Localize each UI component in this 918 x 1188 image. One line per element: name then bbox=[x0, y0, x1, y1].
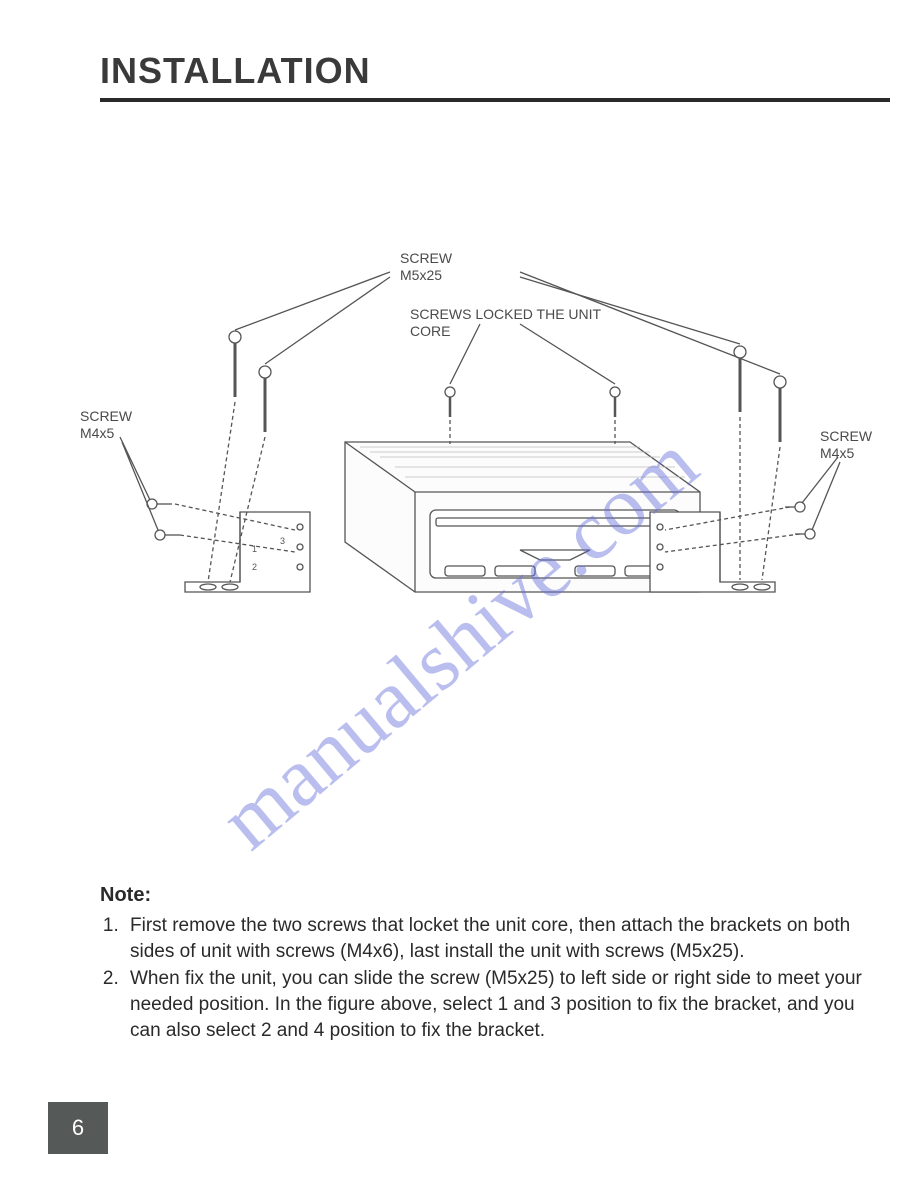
label-screw-m5x25: SCREW M5x25 bbox=[400, 250, 452, 284]
notes-section: Note: First remove the two screws that l… bbox=[100, 882, 870, 1043]
note-item: When fix the unit, you can slide the scr… bbox=[124, 966, 870, 1043]
page-number: 6 bbox=[72, 1115, 84, 1141]
label-line: SCREW bbox=[400, 250, 452, 266]
label-screw-m4x5-right: SCREW M4x5 bbox=[820, 428, 872, 462]
notes-list: First remove the two screws that locket … bbox=[100, 913, 870, 1043]
label-line: M4x5 bbox=[80, 425, 114, 441]
label-line: SCREW bbox=[820, 428, 872, 444]
installation-diagram: 2 1 3 bbox=[100, 252, 860, 682]
svg-text:2: 2 bbox=[252, 562, 257, 572]
label-line: SCREW bbox=[80, 408, 132, 424]
page-title: INSTALLATION bbox=[100, 50, 858, 92]
label-line: CORE bbox=[410, 323, 450, 339]
page-number-tab: 6 bbox=[48, 1102, 108, 1154]
note-item: First remove the two screws that locket … bbox=[124, 913, 870, 964]
page-container: INSTALLATION bbox=[0, 0, 918, 1188]
header-rule bbox=[100, 98, 890, 102]
notes-heading: Note: bbox=[100, 882, 870, 909]
svg-text:3: 3 bbox=[280, 536, 285, 546]
label-screw-m4x5-left: SCREW M4x5 bbox=[80, 408, 132, 442]
label-line: M4x5 bbox=[820, 445, 854, 461]
label-line: M5x25 bbox=[400, 267, 442, 283]
label-screws-locked: SCREWS LOCKED THE UNIT CORE bbox=[410, 306, 601, 340]
label-line: SCREWS LOCKED THE UNIT bbox=[410, 306, 601, 322]
